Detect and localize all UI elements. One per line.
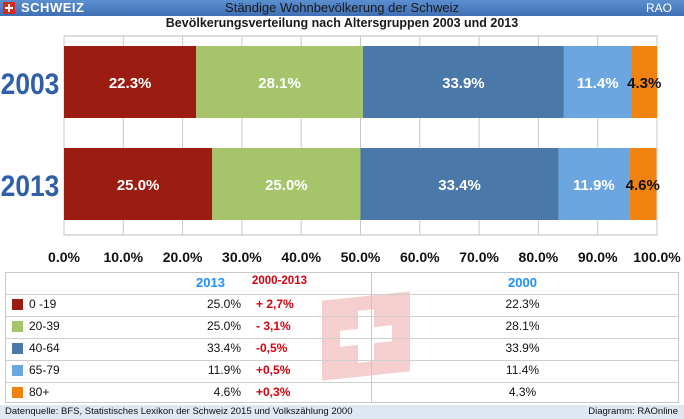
table-row: 80+ 4.6% +0,3% 4.3% [6, 382, 678, 402]
bar-segment [629, 148, 657, 220]
bar-segment [196, 46, 363, 118]
footer-bar [0, 405, 684, 419]
bar-segment [212, 148, 361, 220]
table-divider [371, 273, 372, 402]
category-label: 2013 [1, 168, 60, 202]
data-label: 22.3% [109, 75, 152, 92]
value-2000: 22.3% [505, 297, 540, 311]
legend-swatch [12, 321, 23, 332]
row-label: 20-39 [29, 319, 60, 333]
header-bar [0, 0, 684, 16]
credit-note: Diagramm: RAOnline [588, 406, 678, 417]
bar-segment [360, 148, 559, 220]
data-label: 25.0% [265, 177, 308, 194]
data-label: 33.4% [438, 177, 481, 194]
table-row: 20-39 25.0% - 3,1% 28.1% [6, 316, 678, 336]
row-label: 65-79 [29, 363, 60, 377]
value-2013: 33.4% [206, 341, 241, 355]
bar-segment [631, 46, 657, 118]
row-label: 80+ [29, 385, 50, 399]
value-delta: + 2,7% [256, 297, 294, 311]
value-delta: -0,5% [256, 341, 288, 355]
bar-segment [362, 46, 564, 118]
table-header-2000: 2000 [508, 275, 537, 290]
data-label: 11.9% [573, 177, 615, 194]
x-tick-label: 40.0% [281, 249, 321, 265]
category-label: 2003 [1, 66, 60, 100]
value-2000: 33.9% [505, 341, 540, 355]
x-tick-label: 60.0% [400, 249, 440, 265]
data-table: 2013 2000-2013 2000 0 -19 25.0% + 2,7% 22.3… [5, 272, 679, 403]
value-delta: - 3,1% [256, 319, 291, 333]
legend-swatch [12, 299, 23, 310]
table-header-2013: 2013 [196, 275, 225, 290]
chart-title: Bevölkerungsverteilung nach Altersgruppe… [165, 16, 519, 30]
legend-swatch [12, 343, 23, 354]
data-label: 25.0% [117, 177, 160, 194]
x-tick-label: 30.0% [222, 249, 262, 265]
page-title: Ständige Wohnbevölkerung der Schweiz [225, 0, 459, 15]
value-2013: 4.6% [213, 385, 241, 399]
x-tick-label: 50.0% [341, 249, 381, 265]
stacked-bar-chart: 0.0% 10.0% 20.0% 30.0% 40.0% 50.0% 60.0% 70.0% 8… [1, 35, 681, 265]
bar-segment [64, 148, 213, 220]
data-label: 28.1% [258, 75, 301, 92]
value-delta: +0,3% [256, 385, 291, 399]
swiss-flag-icon [3, 2, 15, 14]
x-tick-label: 0.0% [48, 249, 80, 265]
value-2013: 11.9% [207, 363, 241, 377]
bar-segment [563, 46, 632, 118]
source-note: Datenquelle: BFS, Statistisches Lexikon … [5, 406, 353, 417]
table-header-delta: 2000-2013 [252, 275, 307, 287]
data-label: 4.3% [627, 75, 661, 92]
value-2000: 28.1% [505, 319, 540, 333]
data-label: 11.4% [577, 75, 619, 92]
bar-segment [558, 148, 630, 220]
x-tick-label: 10.0% [103, 249, 143, 265]
legend-swatch [12, 365, 23, 376]
table-row: 40-64 33.4% -0,5% 33.9% [6, 338, 678, 358]
x-tick-label: 100.0% [633, 249, 681, 265]
row-label: 40-64 [29, 341, 60, 355]
value-2000: 11.4% [505, 363, 540, 377]
bar-segment [64, 46, 197, 118]
value-2013: 25.0% [206, 319, 241, 333]
country-label: SCHWEIZ [21, 0, 85, 15]
table-row: 0 -19 25.0% + 2,7% 22.3% [6, 294, 678, 314]
value-delta: +0,5% [256, 363, 291, 377]
data-label: 4.6% [626, 177, 660, 194]
brand-label: RAO [645, 1, 672, 15]
row-label: 0 -19 [29, 297, 57, 311]
value-2013: 25.0% [206, 297, 241, 311]
data-label: 33.9% [442, 75, 485, 92]
x-tick-label: 20.0% [163, 249, 203, 265]
value-2000: 4.3% [508, 385, 537, 399]
x-tick-label: 70.0% [459, 249, 499, 265]
table-row: 65-79 11.9% +0,5% 11.4% [6, 360, 678, 380]
x-tick-label: 90.0% [578, 249, 618, 265]
legend-swatch [12, 387, 23, 398]
x-tick-label: 80.0% [519, 249, 559, 265]
